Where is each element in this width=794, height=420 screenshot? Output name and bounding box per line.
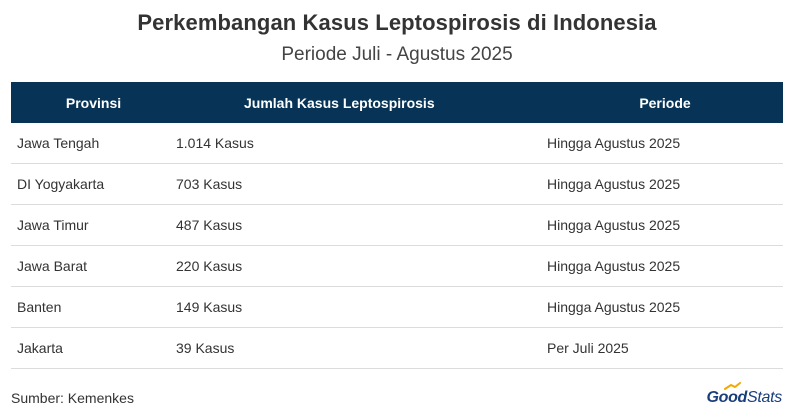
table-row: Banten 149 Kasus Hingga Agustus 2025 xyxy=(11,286,783,328)
cell-jumlah-kasus: 220 Kasus xyxy=(176,245,547,287)
column-header-periode: Periode xyxy=(639,94,691,111)
column-header-provinsi: Provinsi xyxy=(65,94,122,111)
cell-periode: Hingga Agustus 2025 xyxy=(547,245,783,287)
cell-provinsi: Jakarta xyxy=(11,327,176,369)
source-note: Sumber: Kemenkes xyxy=(11,390,134,406)
cell-jumlah-kasus: 149 Kasus xyxy=(176,286,547,328)
chart-subtitle: Periode Juli - Agustus 2025 xyxy=(281,44,513,65)
logo-text-good: Good xyxy=(706,389,748,406)
cell-jumlah-kasus: 703 Kasus xyxy=(176,163,547,205)
table-row: Jawa Barat 220 Kasus Hingga Agustus 2025 xyxy=(11,245,783,287)
chart-title: Perkembangan Kasus Leptospirosis di Indo… xyxy=(137,10,657,35)
logo-text-stats: Stats xyxy=(747,389,782,406)
cell-periode: Hingga Agustus 2025 xyxy=(547,163,783,205)
column-header-jumlah-kasus: Jumlah Kasus Leptospirosis xyxy=(244,94,435,111)
goodstats-logo: GoodStats xyxy=(706,382,782,407)
cell-periode: Hingga Agustus 2025 xyxy=(547,286,783,328)
data-table: Provinsi Jumlah Kasus Leptospirosis Peri… xyxy=(11,82,783,369)
cell-provinsi: Jawa Barat xyxy=(11,245,176,287)
table-row: Jawa Timur 487 Kasus Hingga Agustus 2025 xyxy=(11,204,783,246)
cell-provinsi: Jawa Timur xyxy=(11,204,176,246)
table-row: Jakarta 39 Kasus Per Juli 2025 xyxy=(11,327,783,369)
cell-periode: Per Juli 2025 xyxy=(547,327,783,369)
trend-arrow-icon xyxy=(724,382,742,390)
cell-provinsi: DI Yogyakarta xyxy=(11,163,176,205)
cell-periode: Hingga Agustus 2025 xyxy=(547,123,783,164)
table-row: DI Yogyakarta 703 Kasus Hingga Agustus 202… xyxy=(11,163,783,205)
table-row: Jawa Tengah 1.014 Kasus Hingga Agustus 202… xyxy=(11,123,783,164)
cell-jumlah-kasus: 39 Kasus xyxy=(176,327,547,369)
cell-provinsi: Jawa Tengah xyxy=(11,123,176,164)
table-header-row: Provinsi Jumlah Kasus Leptospirosis Peri… xyxy=(11,82,783,123)
cell-jumlah-kasus: 487 Kasus xyxy=(176,204,547,246)
cell-jumlah-kasus: 1.014 Kasus xyxy=(176,123,547,164)
cell-provinsi: Banten xyxy=(11,286,176,328)
cell-periode: Hingga Agustus 2025 xyxy=(547,204,783,246)
table-body: Jawa Tengah 1.014 Kasus Hingga Agustus 202… xyxy=(11,123,783,369)
